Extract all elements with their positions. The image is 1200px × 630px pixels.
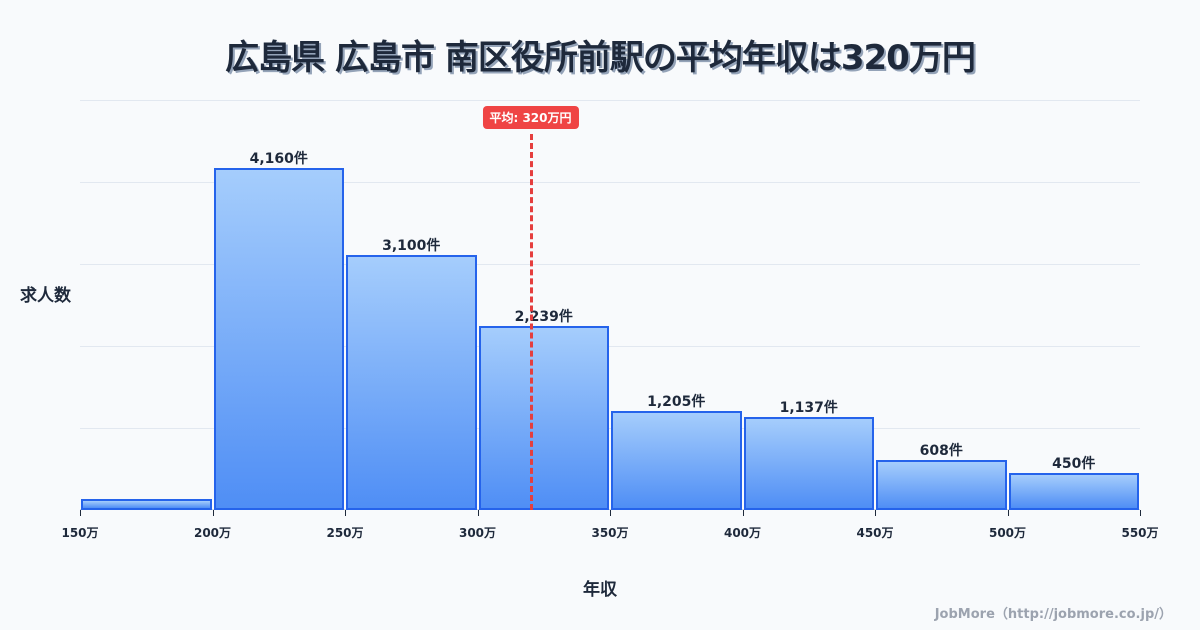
y-axis-label: 求人数 — [20, 286, 71, 306]
gridline — [80, 100, 1140, 101]
histogram-bar — [346, 255, 477, 510]
histogram-bar — [1008, 473, 1139, 510]
x-tick-label: 300万 — [458, 526, 497, 540]
credit-text: JobMore（http://jobmore.co.jp/） — [934, 607, 1172, 622]
bar-value-label: 608件 — [919, 443, 963, 460]
x-tick-label: 450万 — [856, 526, 894, 540]
x-tick — [610, 510, 611, 516]
x-axis-line — [80, 509, 1140, 510]
x-tick-label: 550万 — [1121, 526, 1159, 540]
x-tick — [742, 510, 744, 516]
bar-value-label: 450件 — [1052, 456, 1096, 473]
histogram-bar — [743, 416, 874, 510]
x-tick-label: 250万 — [326, 526, 364, 540]
x-tick — [80, 510, 81, 516]
x-tick-label: 200万 — [193, 526, 232, 540]
x-tick — [345, 510, 346, 516]
histogram-bar — [478, 326, 609, 510]
bar-value-label: 1,137件 — [779, 399, 838, 416]
x-axis-label: 年収 — [583, 580, 617, 600]
x-tick — [212, 510, 214, 516]
x-tick — [1140, 510, 1141, 516]
x-tick — [1007, 510, 1009, 516]
chart-title: 広島県 広島市 南区役所前駅の平均年収は320万円 — [225, 38, 976, 78]
gridline — [80, 346, 1140, 347]
bar-value-label: 1,205件 — [647, 394, 706, 411]
x-tick-label: 500万 — [988, 526, 1027, 540]
gridline — [80, 428, 1140, 429]
x-tick-label: 350万 — [591, 526, 629, 540]
histogram-bar — [213, 168, 344, 510]
average-line — [529, 134, 533, 510]
histogram-bar — [876, 460, 1007, 510]
x-tick — [477, 510, 479, 516]
gridline — [80, 264, 1140, 265]
x-tick — [875, 510, 876, 516]
histogram-bar — [611, 411, 742, 510]
average-badge: 平均: 320万円 — [482, 106, 579, 129]
bar-value-label: 4,160件 — [249, 151, 308, 168]
plot-area: 4,160件 3,100件 2,239件 1,205件 1,137件 608件 450件 15… — [61, 100, 1159, 540]
histogram-bar — [81, 499, 212, 510]
bar-value-label: 3,100件 — [382, 238, 441, 255]
x-tick-label: 150万 — [61, 526, 99, 540]
gridline — [80, 182, 1140, 183]
bar-value-label: 2,239件 — [514, 309, 573, 326]
x-tick-label: 400万 — [723, 526, 762, 540]
